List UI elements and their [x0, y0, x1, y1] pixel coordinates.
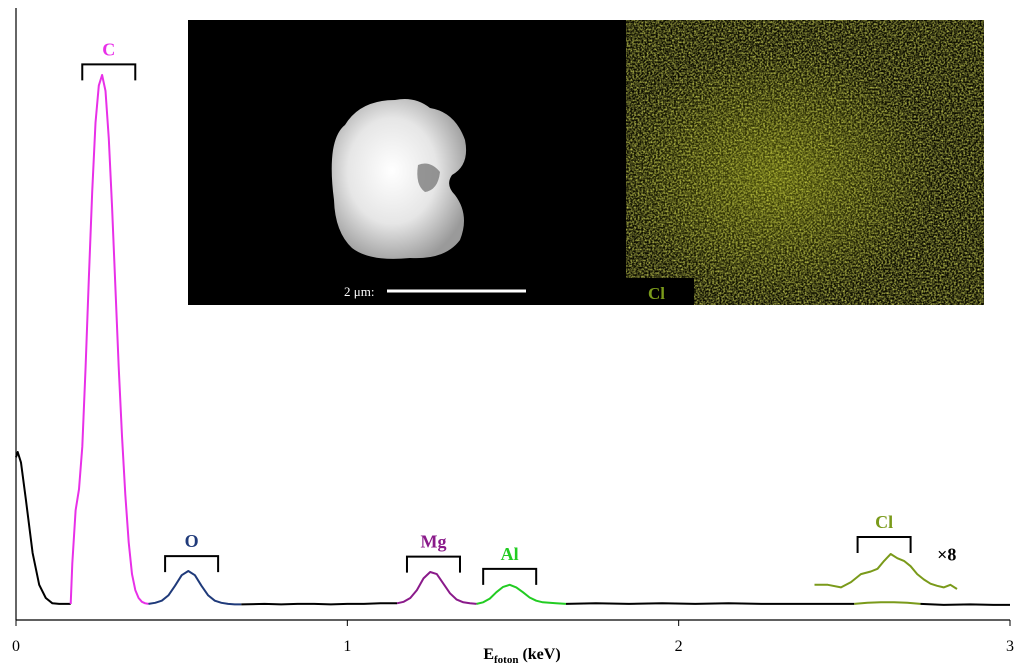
peak-label-cl: Cl	[875, 512, 893, 532]
cl-map-panel: Cl	[626, 20, 984, 305]
peak-bracket-cl	[856, 535, 912, 553]
x-axis-title-subscript: foton	[494, 654, 518, 666]
scale-bar: 2 μm:	[344, 284, 526, 299]
x-axis-ticks: 0 1 2 3	[12, 620, 1014, 655]
peak-bracket-c	[81, 63, 137, 81]
x-tick-label: 2	[675, 638, 683, 655]
x-tick-label: 3	[1006, 638, 1014, 655]
spectrum-line-c	[69, 74, 149, 605]
spectrum-line	[565, 602, 855, 605]
spectrum-line-o	[148, 570, 242, 606]
spectrum-line-cl	[854, 601, 921, 605]
peak-bracket-mg	[405, 555, 461, 573]
map-element-label: Cl	[648, 284, 665, 303]
peak-markers: C O Mg Al Cl	[81, 39, 912, 585]
spectrum-series	[15, 74, 1010, 606]
magnification-label: ×8	[937, 544, 956, 564]
peak-label-mg: Mg	[420, 532, 446, 552]
x-axis-title: Efoton (keV)	[483, 646, 560, 666]
peak-label-o: O	[185, 531, 199, 551]
map-label-background	[626, 278, 694, 305]
peak-bracket-al	[482, 567, 538, 585]
peak-label-c: C	[102, 39, 115, 59]
x-axis-title-main: E	[483, 646, 494, 663]
peak-bracket-o	[164, 555, 220, 573]
peak-label-al: Al	[501, 544, 519, 564]
spectrum-line-mg	[396, 571, 477, 605]
scale-bar-label: 2 μm:	[344, 284, 374, 299]
spectrum-line	[15, 451, 71, 605]
spectrum-line-cl8	[814, 553, 958, 590]
spectrum-line-al	[476, 583, 567, 605]
particle-shape	[331, 99, 467, 259]
x-tick-label: 0	[12, 638, 20, 655]
sem-image-panel: 2 μm:	[188, 20, 626, 305]
x-tick-label: 1	[343, 638, 351, 655]
spectrum-line	[920, 602, 1010, 606]
spectrum-line	[241, 602, 397, 606]
x-axis-title-unit: (keV)	[518, 646, 560, 663]
particle-shadow	[417, 163, 440, 192]
